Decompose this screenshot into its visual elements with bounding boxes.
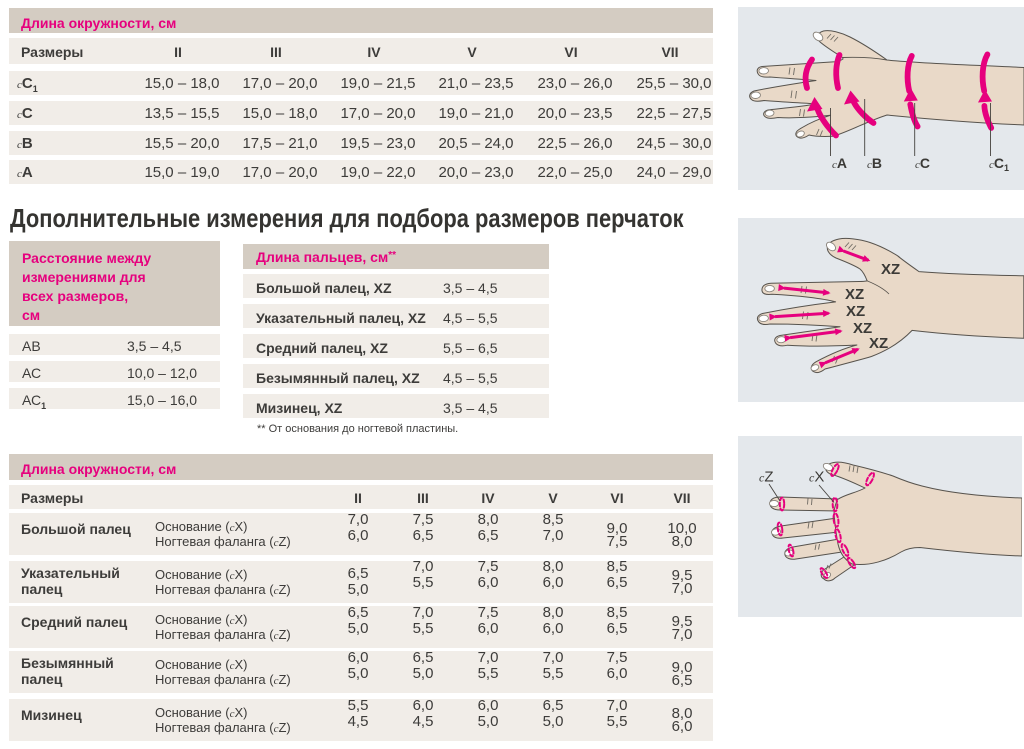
svg-text:XZ: XZ <box>845 286 864 303</box>
svg-text:XZ: XZ <box>846 303 865 320</box>
svg-text:cC1: cC1 <box>989 155 1009 173</box>
svg-text:cX: cX <box>809 469 824 486</box>
svg-text:XZ: XZ <box>881 261 900 278</box>
svg-text:cB: cB <box>867 155 882 171</box>
svg-text:XZ: XZ <box>853 320 872 337</box>
svg-text:cA: cA <box>832 155 847 171</box>
svg-text:cC: cC <box>915 155 930 171</box>
svg-text:XZ: XZ <box>869 335 888 352</box>
svg-text:cZ: cZ <box>759 469 774 486</box>
